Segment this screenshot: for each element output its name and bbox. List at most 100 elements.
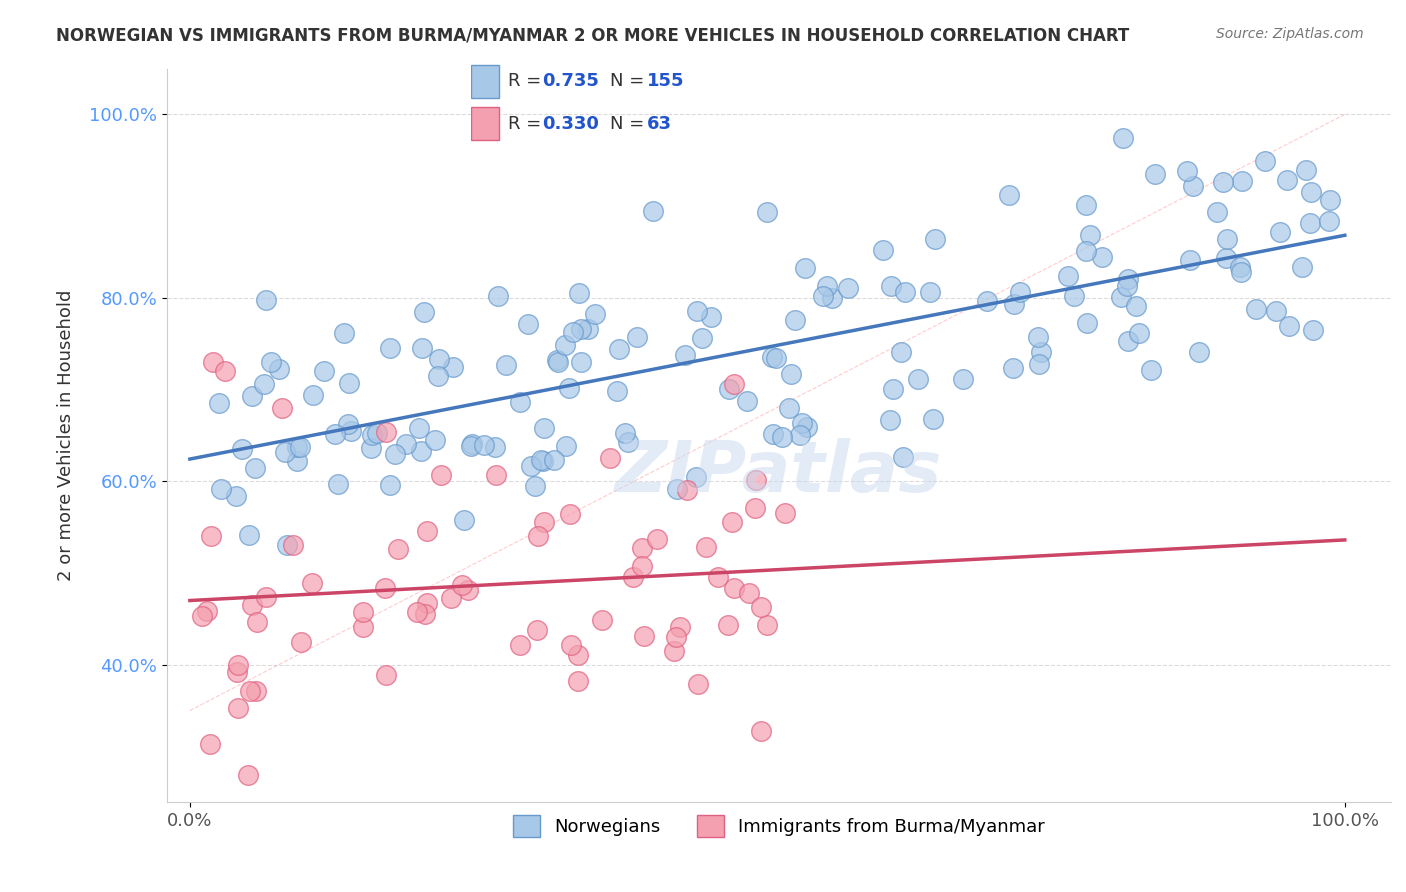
Point bbox=[790, 416, 813, 430]
Point bbox=[413, 607, 436, 621]
Point bbox=[744, 473, 766, 487]
Point bbox=[554, 337, 576, 351]
Point bbox=[533, 515, 555, 529]
Point bbox=[749, 724, 772, 739]
Point bbox=[1111, 131, 1133, 145]
Point bbox=[374, 582, 396, 596]
Point bbox=[290, 634, 312, 648]
Point bbox=[561, 325, 583, 339]
Point bbox=[547, 355, 569, 369]
Point bbox=[1175, 163, 1198, 178]
Point bbox=[387, 542, 409, 557]
Bar bbox=[471, 107, 499, 140]
Point bbox=[723, 376, 745, 391]
Point bbox=[621, 569, 644, 583]
Point bbox=[326, 477, 349, 491]
Point bbox=[226, 665, 249, 680]
Point bbox=[576, 321, 599, 335]
Point bbox=[225, 489, 247, 503]
Point bbox=[778, 401, 800, 416]
Point bbox=[1128, 326, 1150, 340]
Point bbox=[721, 515, 744, 529]
Point bbox=[281, 538, 304, 552]
Point bbox=[783, 313, 806, 327]
Point bbox=[744, 501, 766, 516]
Point bbox=[360, 442, 382, 456]
Point bbox=[686, 304, 709, 318]
Point bbox=[495, 358, 517, 372]
Point bbox=[749, 600, 772, 615]
Point bbox=[879, 278, 901, 293]
Point bbox=[245, 684, 267, 698]
Text: 0.330: 0.330 bbox=[543, 115, 599, 133]
Point bbox=[662, 644, 685, 658]
Point bbox=[1265, 304, 1288, 318]
Point bbox=[526, 624, 548, 638]
Text: NORWEGIAN VS IMMIGRANTS FROM BURMA/MYANMAR 2 OR MORE VEHICLES IN HOUSEHOLD CORRE: NORWEGIAN VS IMMIGRANTS FROM BURMA/MYANM… bbox=[56, 27, 1129, 45]
Point bbox=[1076, 316, 1098, 330]
Point bbox=[226, 657, 249, 672]
Point bbox=[882, 382, 904, 396]
Point bbox=[773, 506, 796, 520]
Point bbox=[997, 188, 1019, 202]
Point bbox=[1216, 232, 1239, 246]
Point bbox=[685, 470, 707, 484]
Point bbox=[616, 435, 638, 450]
Point bbox=[243, 461, 266, 475]
Point bbox=[260, 354, 283, 368]
Point bbox=[238, 528, 260, 542]
Point bbox=[361, 428, 384, 442]
Point bbox=[375, 425, 398, 439]
Point bbox=[527, 529, 550, 543]
Point bbox=[415, 596, 437, 610]
Point bbox=[718, 382, 741, 396]
Point bbox=[340, 424, 363, 438]
Point bbox=[413, 305, 436, 319]
Point bbox=[976, 293, 998, 308]
Point bbox=[337, 376, 360, 391]
Point bbox=[952, 372, 974, 386]
Point bbox=[815, 278, 838, 293]
Text: N =: N = bbox=[610, 115, 650, 133]
Point bbox=[761, 351, 783, 365]
Point bbox=[254, 591, 277, 605]
Point bbox=[756, 617, 779, 632]
Point bbox=[524, 479, 547, 493]
Point bbox=[924, 232, 946, 246]
Point bbox=[1116, 271, 1139, 285]
Point bbox=[191, 609, 214, 624]
Point bbox=[1115, 278, 1137, 293]
Point bbox=[1026, 329, 1049, 343]
Point bbox=[666, 482, 689, 496]
Point bbox=[208, 396, 231, 410]
Point bbox=[485, 467, 508, 482]
Point bbox=[285, 440, 308, 454]
Point bbox=[378, 477, 401, 491]
Point bbox=[1299, 217, 1322, 231]
Point bbox=[647, 533, 669, 547]
Point bbox=[813, 288, 835, 302]
Point bbox=[461, 437, 484, 451]
Text: 0.735: 0.735 bbox=[543, 72, 599, 90]
Point bbox=[1178, 252, 1201, 267]
Point bbox=[1317, 214, 1340, 228]
Point bbox=[879, 413, 901, 427]
Point bbox=[1144, 167, 1167, 181]
Point bbox=[301, 576, 323, 591]
Point bbox=[408, 421, 430, 435]
Point bbox=[1031, 345, 1053, 359]
Point bbox=[567, 673, 589, 688]
Point bbox=[568, 286, 591, 301]
Point bbox=[453, 513, 475, 527]
Point bbox=[1091, 250, 1114, 264]
Point bbox=[558, 507, 581, 521]
Point bbox=[690, 331, 713, 345]
Bar bbox=[471, 65, 499, 98]
Point bbox=[1001, 360, 1024, 375]
Point bbox=[530, 453, 553, 467]
Point bbox=[907, 372, 929, 386]
Text: 63: 63 bbox=[647, 115, 672, 133]
Point bbox=[607, 342, 630, 356]
Point bbox=[423, 434, 446, 448]
Point bbox=[1230, 174, 1253, 188]
